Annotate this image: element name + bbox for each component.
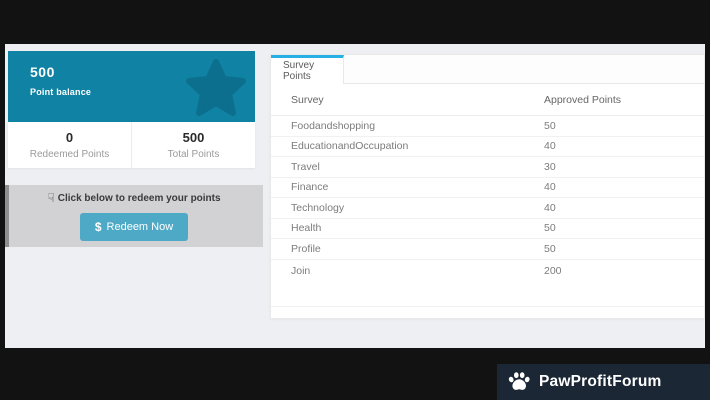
dollar-icon: $ <box>94 220 102 234</box>
total-points-cell: 500 Total Points <box>132 122 255 168</box>
table-header: Survey Approved Points <box>271 84 704 116</box>
survey-points: 40 <box>544 140 556 153</box>
point-balance-label: Point balance <box>30 87 92 97</box>
table-row: Technology 40 <box>271 198 704 219</box>
table-row: Join 200 <box>271 260 704 307</box>
content-area: 500 Point balance 0 Redeemed Points 500 … <box>5 44 705 348</box>
total-points-label: Total Points <box>167 149 220 160</box>
table-row: Finance 40 <box>271 178 704 198</box>
redeem-instruction: ☟ Click below to redeem your points <box>47 191 220 205</box>
survey-name: Health <box>291 222 322 235</box>
survey-points: 200 <box>544 264 562 277</box>
redeem-panel-accent-strip <box>5 185 9 247</box>
brand-name: PawProfitForum <box>539 373 662 390</box>
survey-points: 40 <box>544 201 556 214</box>
redeem-instruction-text: Click below to redeem your points <box>57 192 221 204</box>
survey-points: 30 <box>544 160 556 173</box>
tab-survey-points[interactable]: Survey Points <box>271 55 344 84</box>
survey-name: Profile <box>291 242 321 255</box>
survey-points: 40 <box>544 181 556 194</box>
column-header-approved-points: Approved Points <box>544 93 622 106</box>
survey-points-card: Survey Points Survey Approved Points Foo… <box>270 54 705 319</box>
point-balance-card: 500 Point balance <box>8 51 255 122</box>
survey-name: Travel <box>291 160 320 173</box>
table-row: Health 50 <box>271 219 704 239</box>
survey-points: 50 <box>544 119 556 132</box>
survey-points: 50 <box>544 222 556 235</box>
survey-name: Technology <box>291 201 345 214</box>
pointer-down-icon: ☟ <box>47 191 55 205</box>
redeem-now-button[interactable]: $ Redeem Now <box>79 213 189 241</box>
survey-name: EducationandOccupation <box>291 140 409 153</box>
redeem-panel: ☟ Click below to redeem your points $ Re… <box>5 185 263 247</box>
tab-strip: Survey Points <box>271 55 704 84</box>
paw-icon <box>508 372 530 390</box>
redeemed-points-label: Redeemed Points <box>29 149 110 160</box>
table-row: EducationandOccupation 40 <box>271 137 704 157</box>
table-row: Travel 30 <box>271 157 704 178</box>
survey-points: 50 <box>544 242 556 255</box>
total-points-value: 500 <box>182 130 205 145</box>
survey-name: Finance <box>291 181 329 194</box>
redeemed-points-cell: 0 Redeemed Points <box>8 122 132 168</box>
redeemed-points-value: 0 <box>65 130 74 145</box>
star-icon <box>183 54 249 120</box>
survey-name: Join <box>291 264 311 277</box>
table-row: Profile 50 <box>271 239 704 260</box>
redeem-now-label: Redeem Now <box>106 221 174 233</box>
survey-name: Foodandshopping <box>291 119 376 132</box>
brand-watermark: PawProfitForum <box>497 364 710 400</box>
points-summary: 0 Redeemed Points 500 Total Points <box>8 122 255 168</box>
column-header-survey: Survey <box>291 93 324 106</box>
tab-survey-points-label: Survey Points <box>283 60 315 82</box>
point-balance-value: 500 <box>30 64 55 80</box>
table-row: Foodandshopping 50 <box>271 116 704 137</box>
